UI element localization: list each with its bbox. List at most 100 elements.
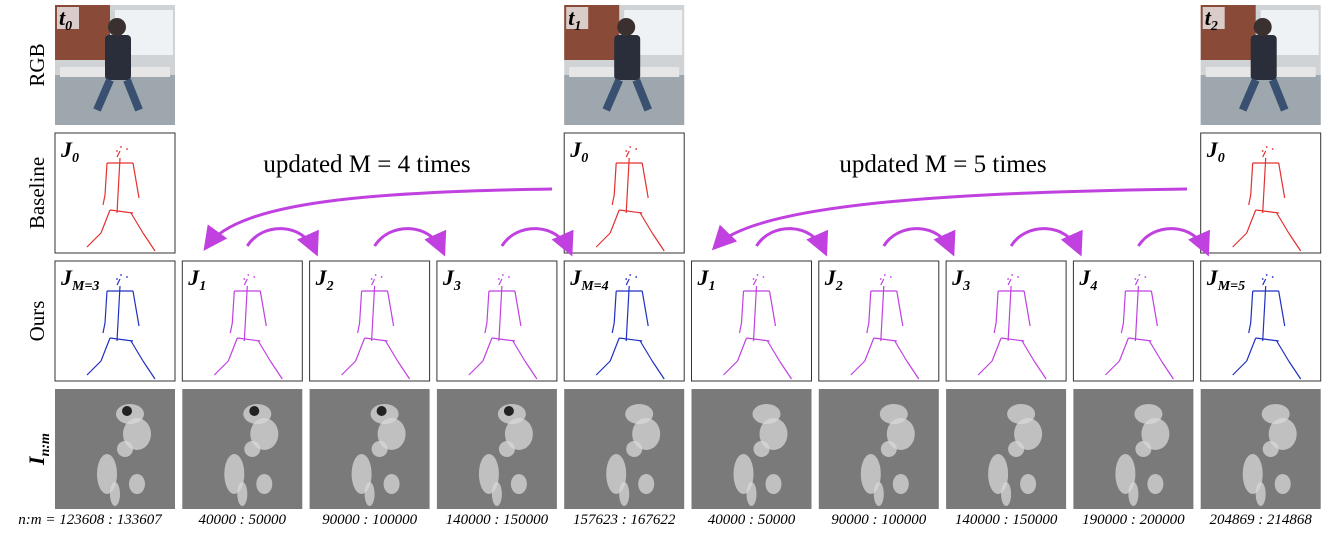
baseline-label-sub: 0: [581, 151, 588, 166]
ratio-label: 40000 : 50000: [199, 512, 287, 528]
event-blob: [237, 482, 247, 506]
update-arrow: [757, 229, 825, 251]
skeleton-joint: [126, 276, 128, 278]
skeleton-joint: [890, 276, 892, 278]
skeleton-joint: [1262, 278, 1264, 280]
ours-label-sub: M=3: [71, 279, 99, 294]
annotation: updated M = 5 times: [839, 151, 1046, 178]
row-label: RGB: [25, 43, 49, 86]
ours-label-sub: M=5: [1217, 279, 1245, 294]
person-head: [1254, 18, 1272, 36]
event-dark: [249, 406, 259, 416]
annotation: updated M = 4 times: [263, 151, 470, 178]
skeleton-joint: [635, 276, 637, 278]
event-blob: [638, 474, 654, 494]
event-blob: [1263, 441, 1279, 457]
floor: [564, 75, 684, 125]
update-arrow: [247, 229, 315, 251]
event-blob: [1256, 482, 1266, 506]
event-blob: [1128, 482, 1138, 506]
ratio-value: 90000 : 100000: [322, 512, 417, 528]
person-body: [105, 35, 131, 80]
skeleton-joint: [120, 146, 122, 148]
event-blob: [1135, 441, 1151, 457]
event-blob: [1147, 474, 1163, 494]
update-arrow: [716, 189, 1187, 246]
update-arrow: [375, 229, 443, 251]
ours-label-sub: 1: [199, 279, 206, 294]
skeleton-joint: [1266, 274, 1268, 276]
ours-label-sub: 1: [709, 279, 716, 294]
baseline-label-sub: 0: [1218, 151, 1225, 166]
skeleton-joint: [763, 276, 765, 278]
update-arrow: [207, 189, 552, 246]
skeleton-joint: [757, 274, 759, 276]
event-blob: [766, 474, 782, 494]
skeleton-joint: [120, 274, 122, 276]
ratio-value: 90000 : 100000: [831, 512, 926, 528]
skeleton-joint: [381, 276, 383, 278]
event-blob: [492, 482, 502, 506]
ours-label-sub: 3: [453, 279, 461, 294]
event-blob: [110, 482, 120, 506]
skeleton-joint: [880, 278, 882, 280]
ratio-label: 40000 : 50000: [708, 512, 796, 528]
skeleton-joint: [1145, 276, 1147, 278]
ours-label-sub: 2: [835, 279, 843, 294]
event-blob: [747, 482, 757, 506]
row-label: Baseline: [25, 157, 49, 229]
skeleton-joint: [1017, 276, 1019, 278]
skeleton-joint: [508, 276, 510, 278]
skeleton-joint: [253, 276, 255, 278]
ours-label-sub: M=4: [580, 279, 608, 294]
floor: [55, 75, 175, 125]
time-label-sub: 2: [1210, 19, 1218, 34]
event-blob: [1020, 474, 1036, 494]
event-blob: [499, 441, 515, 457]
skeleton-joint: [635, 148, 637, 150]
update-arrow: [1138, 229, 1206, 251]
row-label: In:m: [24, 433, 53, 466]
ratio-label: 190000 : 200000: [1082, 512, 1185, 528]
time-label-sub: 0: [65, 19, 72, 34]
person-body: [614, 35, 640, 80]
event-blob: [1001, 482, 1011, 506]
event-blob: [384, 474, 400, 494]
figure: RGBBaselineOursIn:mt0t1t2J0J0J0JM=3J1J2J…: [0, 0, 1331, 531]
ratio-label: 90000 : 100000: [322, 512, 417, 528]
skeleton-joint: [1139, 274, 1141, 276]
event-blob: [619, 482, 629, 506]
row-label: Ours: [25, 301, 49, 342]
ratio-value: 190000 : 200000: [1082, 512, 1185, 528]
event-blob: [754, 441, 770, 457]
event-blob: [874, 482, 884, 506]
skeleton-joint: [1011, 274, 1013, 276]
ratio-value: 40000 : 50000: [708, 512, 796, 528]
skeleton-joint: [247, 274, 249, 276]
event-dark: [122, 406, 132, 416]
skeleton-joint: [126, 148, 128, 150]
person-body: [1251, 35, 1277, 80]
skeleton-joint: [1262, 150, 1264, 152]
event-blob: [365, 482, 375, 506]
skeleton-joint: [1007, 278, 1009, 280]
event-blob: [256, 474, 272, 494]
baseline-label-sub: 0: [72, 151, 79, 166]
skeleton-joint: [1272, 148, 1274, 150]
update-arrow: [502, 229, 570, 251]
event-blob: [129, 474, 145, 494]
skeleton-joint: [502, 274, 504, 276]
skeleton-joint: [371, 278, 373, 280]
person-head: [617, 18, 635, 36]
event-blob: [117, 441, 133, 457]
skeleton-joint: [629, 146, 631, 148]
ratio-value: 123608 : 133607: [59, 512, 163, 528]
ratio-label: 204869 : 214868: [1209, 512, 1312, 528]
time-label-sub: 1: [574, 19, 581, 34]
event-blob: [511, 474, 527, 494]
ratio-value: 140000 : 150000: [446, 512, 549, 528]
ratio-value: 140000 : 150000: [955, 512, 1058, 528]
ratio-label: 90000 : 100000: [831, 512, 926, 528]
ratio-label: 157623 : 167622: [573, 512, 676, 528]
ours-label-sub: 3: [962, 279, 970, 294]
